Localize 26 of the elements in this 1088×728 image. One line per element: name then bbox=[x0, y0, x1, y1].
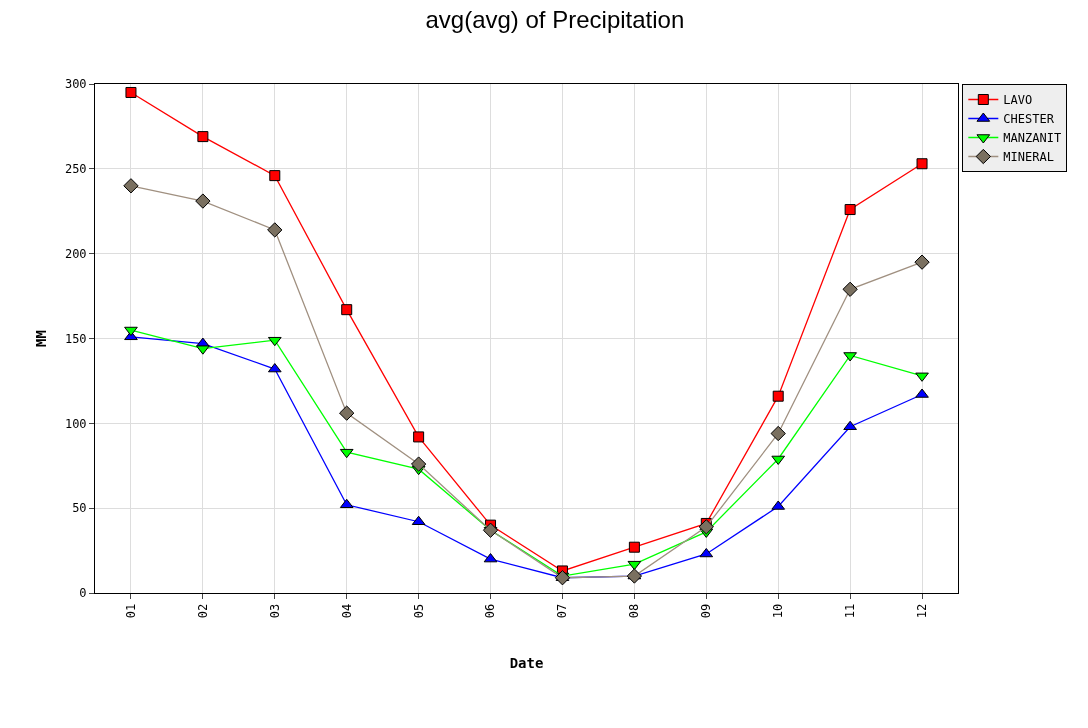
legend-label: MANZANIT bbox=[1003, 131, 1062, 146]
y-tick-label: 50 bbox=[72, 501, 87, 516]
legend-label: CHESTER bbox=[1003, 112, 1055, 127]
y-tick-label: 0 bbox=[79, 586, 87, 601]
x-tick-label: 07 bbox=[555, 603, 570, 619]
y-tick-label: 100 bbox=[64, 416, 87, 431]
y-axis-title: MM bbox=[32, 330, 49, 347]
x-tick-label: 06 bbox=[483, 603, 498, 619]
x-tick-label: 08 bbox=[627, 603, 642, 619]
legend-label: MINERAL bbox=[1003, 150, 1054, 165]
x-tick-label: 03 bbox=[267, 603, 282, 619]
x-tick-label: 01 bbox=[123, 603, 138, 619]
y-tick-label: 150 bbox=[64, 331, 87, 346]
x-tick-label: 10 bbox=[771, 603, 786, 619]
y-tick-label: 250 bbox=[64, 162, 87, 177]
x-tick-label: 11 bbox=[843, 603, 858, 619]
x-tick-label: 02 bbox=[195, 603, 210, 619]
y-tick-label: 300 bbox=[64, 77, 87, 92]
x-axis-title: Date bbox=[509, 654, 544, 671]
x-tick-label: 05 bbox=[411, 603, 426, 619]
x-tick-label: 09 bbox=[699, 603, 714, 619]
x-tick-label: 12 bbox=[914, 603, 929, 619]
x-tick-label: 04 bbox=[339, 603, 354, 619]
y-tick-label: 200 bbox=[64, 246, 87, 261]
chart-title: avg(avg) of Precipitation bbox=[425, 5, 685, 33]
legend-label: LAVO bbox=[1003, 93, 1033, 108]
